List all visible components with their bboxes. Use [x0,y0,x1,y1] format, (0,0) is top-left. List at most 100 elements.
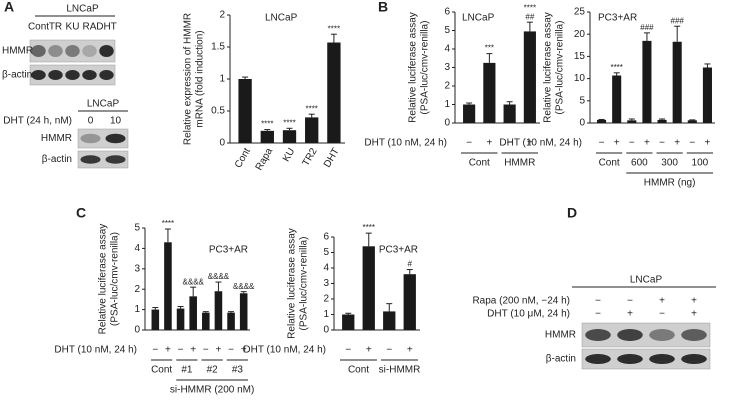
blot [581,348,711,370]
bar [260,130,274,143]
y-tick-label: 4 [323,263,329,274]
blot-band [31,70,46,80]
y-tick-label: 3 [134,263,140,274]
y-axis-label: (PSA-luc/cmv-renilla) [110,232,121,326]
row-label: β-actin [546,354,576,365]
lane-label: KU [66,22,80,33]
chart-title: LNCaP [462,13,495,24]
y-tick-label: 3 [323,278,329,289]
treatment-sign: − [629,138,635,149]
y-tick-label: 0 [323,325,329,336]
treatment-sign: + [527,138,533,149]
panel-label: B [378,0,388,15]
group-label: #2 [207,365,219,376]
significance-label: ### [640,23,654,32]
bar [687,120,697,123]
treatment-sign: + [241,345,247,356]
blot-band [649,354,675,364]
bar [483,62,496,123]
bar [176,308,185,330]
blot-band [681,329,707,341]
condition-sign: + [691,309,697,320]
bar [612,75,622,123]
significance-label: ## [525,12,534,21]
group-label: #1 [181,365,193,376]
bar [627,120,637,123]
group-title: HMMR (ng) [644,178,696,189]
treatment-sign: − [507,138,513,149]
condition-sign: + [659,296,665,307]
group-label: si-HMMR [379,365,421,376]
treatment-sign: − [152,345,158,356]
treatment-sign: − [599,138,605,149]
y-tick-label: 5 [134,223,140,234]
row-label: HMMR [2,46,33,57]
bar [362,246,375,330]
y-axis-label: (PSA-luc/cmv-renilla) [299,237,310,331]
condition-sign: − [659,309,665,320]
bar [672,41,682,123]
bar [227,312,235,330]
y-tick-label: 0 [219,138,225,149]
bar [642,40,652,123]
bar [702,67,712,123]
chart-title: PC3+AR [598,13,637,24]
group-label: Cont [151,365,172,376]
y-tick-label: 2 [219,10,225,21]
bar [164,242,172,330]
y-tick-label: 4 [444,44,450,55]
x-tick-label: Rapa [254,146,276,173]
blot-band [617,354,643,364]
significance-label: &&&& [233,282,255,291]
treatment-sign: + [486,138,492,149]
bar [463,104,476,123]
panel-label: D [567,205,577,221]
x-tick-label: Cont [233,146,253,170]
group-label: #3 [232,365,244,376]
treatment-label: DHT (10 nM, 24 h) [243,345,326,356]
significance-label: **** [261,120,273,129]
row-label: β-actin [42,154,72,165]
treatment-sign: + [165,345,171,356]
blot-band [82,44,97,58]
blot-title: LNCaP [87,99,120,110]
y-tick-label: 0 [579,118,585,129]
blot [29,39,116,63]
blot-band [105,133,126,144]
x-tick-label: DHT [322,146,342,169]
panel-label: C [76,205,86,221]
bar [597,119,607,123]
condition-label: DHT (24 h, nM) [3,116,72,127]
y-tick-label: 10 [574,73,586,84]
treatment-label: DHT (10 nM, 24 h) [364,138,447,149]
lane-label: Cont [28,22,49,33]
y-tick-label: 0.5 [211,106,225,117]
blot-band [65,44,80,58]
significance-label: **** [283,118,295,127]
significance-label: **** [328,24,340,33]
row-label: HMMR [545,330,576,341]
blot-band [585,329,611,341]
blot-band [82,70,97,80]
y-axis-label: mRNA (fold induction) [195,30,206,127]
bar [202,312,210,330]
x-tick-label: TR2 [301,146,320,168]
bar [239,293,248,330]
treatment-sign: − [178,345,184,356]
y-axis-label: (PSA-luc/cmv-renilla) [555,21,566,115]
bar [151,309,160,330]
y-tick-label: 25 [574,7,586,18]
y-tick-label: 6 [444,7,450,18]
y-axis-label: Relative expression of HMMR [183,13,194,145]
treatment-sign: + [705,138,711,149]
condition-sign: + [627,309,633,320]
treatment-sign: + [674,138,680,149]
group-label: Cont [599,158,620,169]
lane-label: RA [83,22,97,33]
significance-label: **** [610,63,622,72]
blot-band [649,329,675,341]
y-tick-label: 0 [134,325,140,336]
treatment-sign: − [345,345,351,356]
y-tick-label: 4 [134,243,140,254]
bar [189,296,197,330]
